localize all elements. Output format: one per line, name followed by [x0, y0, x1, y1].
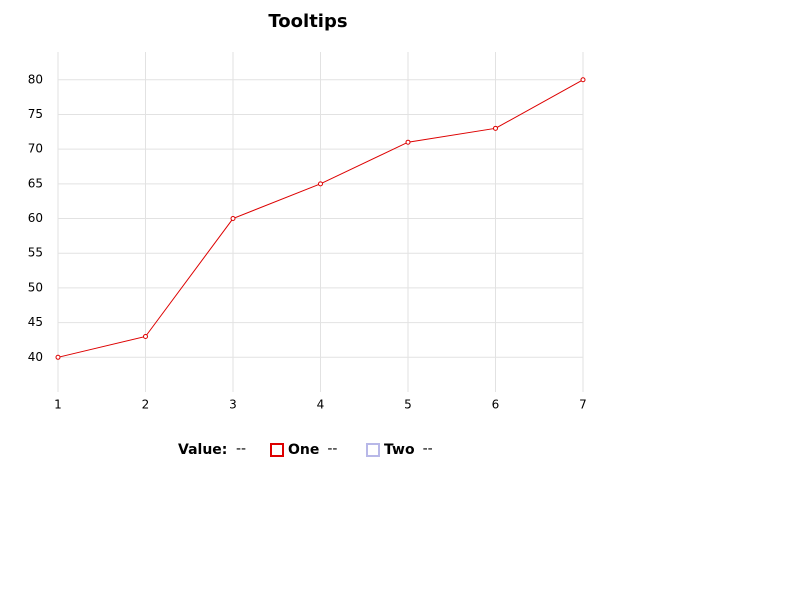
- legend-swatch[interactable]: [270, 443, 284, 457]
- legend-value: --: [327, 441, 337, 457]
- x-tick-label: 3: [229, 398, 237, 412]
- readout-label: Value:: [178, 442, 227, 458]
- point: [580, 77, 586, 83]
- y-tick-label: 65: [28, 176, 43, 190]
- x-tick-label: 5: [404, 398, 412, 412]
- y-tick-label: 45: [28, 315, 43, 329]
- legend-label: One: [288, 442, 319, 458]
- x-tick-label: 1: [54, 398, 62, 412]
- legend-label: Two: [384, 442, 415, 458]
- y-tick-label: 80: [28, 72, 43, 86]
- y-tick-label: 55: [28, 246, 43, 260]
- x-tick-label: 7: [579, 398, 587, 412]
- y-tick-label: 70: [28, 142, 43, 156]
- legend-swatch[interactable]: [366, 443, 380, 457]
- x-tick-label: 2: [142, 398, 150, 412]
- x-tick-label: 6: [492, 398, 500, 412]
- readout-value: --: [236, 441, 246, 457]
- point: [55, 354, 61, 360]
- point: [230, 216, 236, 222]
- chart-title: Tooltips: [268, 11, 347, 32]
- y-tick-label: 75: [28, 107, 43, 121]
- legend-value: --: [423, 441, 433, 457]
- y-tick-label: 40: [28, 350, 43, 364]
- point: [493, 125, 498, 131]
- point: [143, 333, 148, 339]
- x-tick-label: 4: [317, 398, 325, 412]
- point: [405, 139, 411, 145]
- y-tick-label: 60: [28, 211, 43, 225]
- y-tick-label: 50: [28, 280, 43, 294]
- point: [318, 181, 323, 187]
